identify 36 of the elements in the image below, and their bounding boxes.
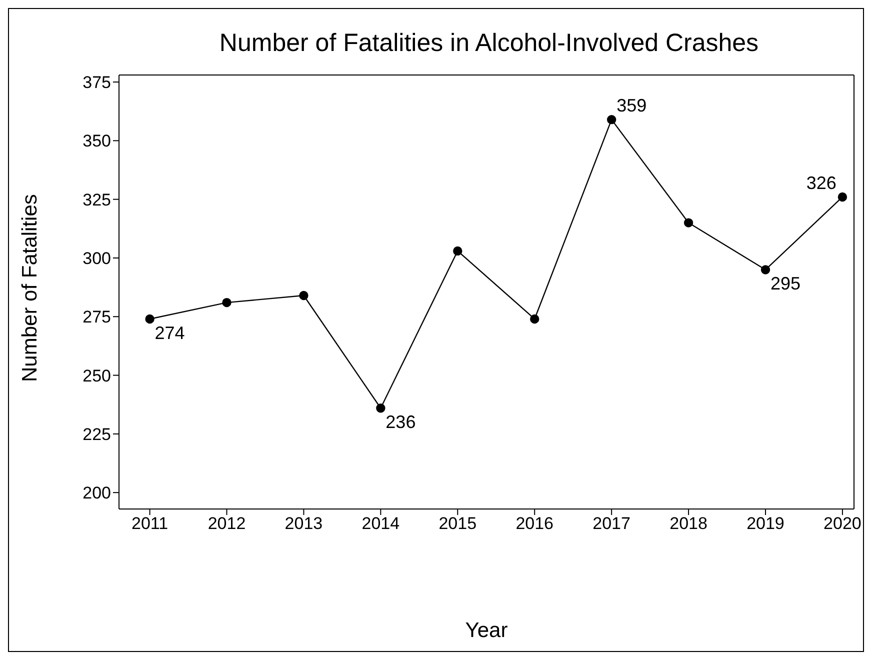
data-label: 326 [806, 172, 836, 193]
x-tick-label: 2015 [438, 514, 477, 534]
y-tick-label: 300 [82, 249, 111, 268]
x-tick-label: 2020 [824, 514, 862, 534]
data-label: 236 [386, 412, 416, 432]
data-label: 359 [616, 96, 647, 116]
x-tick-label: 2013 [284, 514, 323, 534]
x-tick-label: 2012 [208, 514, 246, 534]
y-tick-label: 350 [82, 132, 111, 151]
point [145, 314, 154, 324]
x-tick-label: 2016 [516, 514, 554, 534]
point [222, 298, 232, 308]
point [453, 246, 462, 256]
y-axis-title: Number of Fatalities [18, 194, 42, 382]
y-tick-label: 200 [82, 484, 111, 503]
x-tick-label: 2011 [132, 514, 168, 534]
x-tick-label: 2014 [362, 514, 400, 534]
y-tick-label: 325 [82, 190, 111, 210]
y-tick-label: 225 [82, 424, 111, 444]
y-tick-label: 275 [82, 308, 111, 327]
point [299, 290, 308, 300]
y-tick-label: 250 [82, 366, 111, 386]
chart-title: Number of Fatalities in Alcohol-Involved Crashes [218, 29, 760, 58]
point [684, 218, 694, 228]
x-tick-label: 2019 [746, 514, 784, 534]
point [376, 404, 386, 413]
x-tick-label: 2017 [592, 514, 630, 534]
point [530, 314, 540, 324]
point [838, 192, 848, 202]
y-tick-label: 375 [82, 73, 111, 92]
point [606, 114, 616, 124]
data-label: 274 [154, 322, 185, 343]
data-label: 295 [770, 274, 801, 294]
x-axis-title: Year [465, 619, 508, 642]
point [760, 265, 770, 274]
x-tick-label: 2018 [670, 514, 708, 534]
